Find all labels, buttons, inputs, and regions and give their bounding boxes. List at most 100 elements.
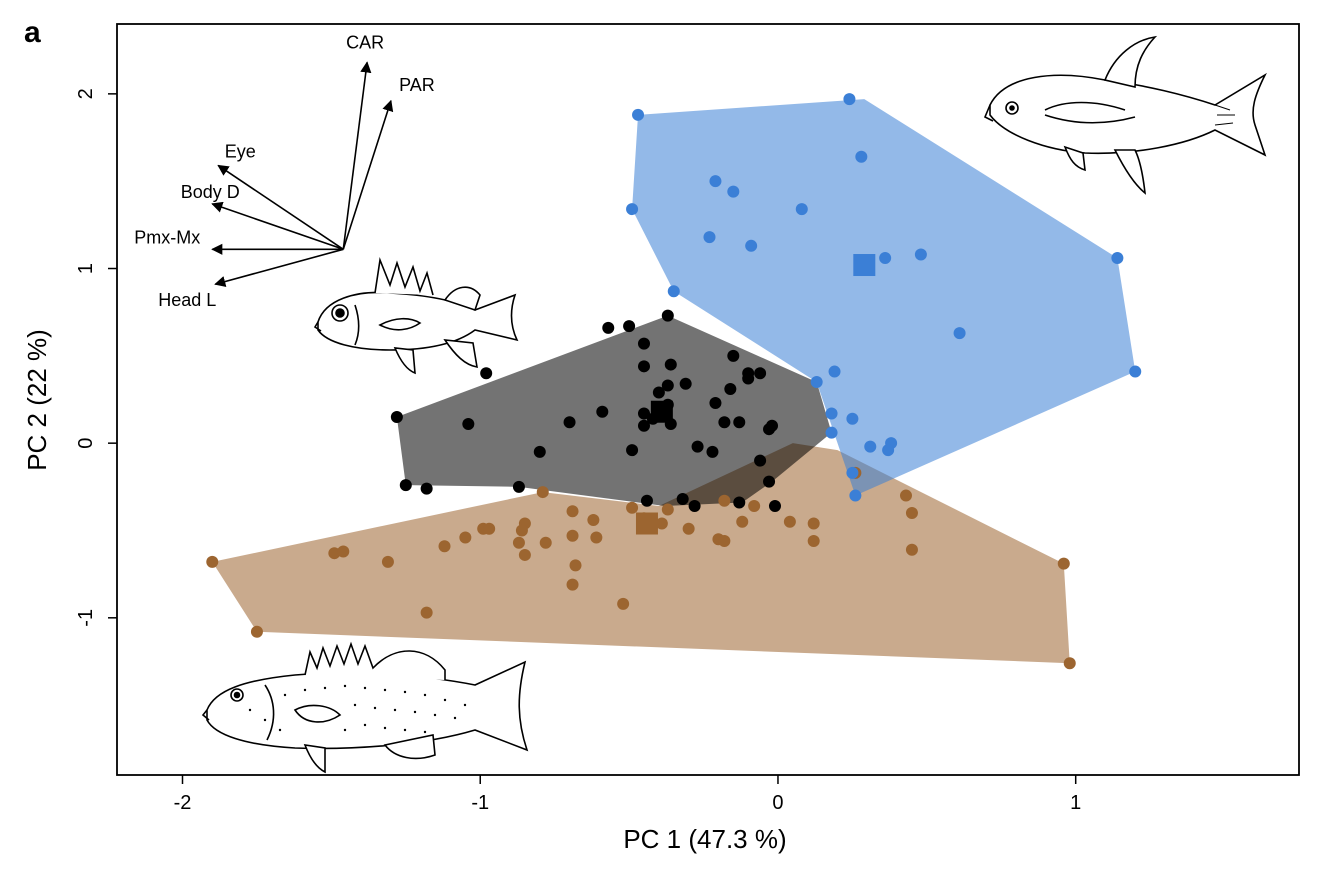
loading-label-0: CAR	[346, 32, 384, 52]
point-2-18	[566, 578, 579, 591]
point-1-40	[688, 500, 701, 513]
point-0-24	[825, 426, 838, 439]
point-2-39	[905, 507, 918, 520]
panel-label: a	[24, 16, 41, 49]
point-0-21	[882, 444, 895, 457]
point-2-26	[655, 517, 668, 530]
point-0-13	[667, 285, 680, 298]
point-2-34	[783, 515, 796, 528]
point-2-9	[512, 536, 525, 549]
point-1-39	[676, 493, 689, 506]
point-1-15	[390, 410, 403, 423]
point-2-17	[569, 559, 582, 572]
hull-0	[632, 99, 1136, 496]
point-0-9	[879, 252, 892, 265]
squirrelfish-illustration	[313, 256, 519, 375]
hull-1	[396, 315, 832, 507]
point-1-12	[754, 367, 767, 380]
point-0-4	[727, 185, 740, 198]
loading-arrow-2	[217, 164, 344, 250]
y-axis-ticks: -1 0 1 2	[75, 88, 117, 627]
point-0-8	[745, 239, 758, 252]
point-2-15	[566, 505, 579, 518]
point-1-0	[661, 309, 674, 322]
point-2-19	[587, 514, 600, 527]
point-1-5	[664, 358, 677, 371]
point-1-14	[462, 417, 475, 430]
point-2-23	[626, 501, 639, 514]
point-0-1	[843, 93, 856, 106]
point-1-38	[640, 494, 653, 507]
point-1-28	[766, 419, 779, 432]
point-1-8	[637, 360, 650, 373]
group-centroids	[635, 254, 876, 535]
x-axis-title: PC 1 (47.3 %)	[623, 824, 786, 854]
x-tick-label-3: 1	[1070, 792, 1081, 814]
point-2-6	[459, 531, 472, 544]
point-2-21	[617, 597, 630, 610]
point-2-0	[206, 555, 219, 568]
loading-label-1: PAR	[399, 75, 435, 95]
loading-arrow-5	[214, 248, 344, 287]
point-0-3	[709, 175, 722, 188]
point-2-14	[539, 536, 552, 549]
grouper-illustration	[201, 641, 529, 774]
point-2-1	[250, 625, 263, 638]
point-2-4	[381, 555, 394, 568]
point-1-4	[480, 367, 493, 380]
point-1-25	[718, 416, 731, 429]
data-points	[206, 93, 1142, 670]
point-1-6	[661, 379, 674, 392]
y-tick-label-1: 0	[75, 438, 97, 449]
y-tick-label-3: 2	[75, 88, 97, 99]
point-1-23	[709, 396, 722, 409]
x-axis-ticks: -2 -1 0 1	[174, 775, 1081, 814]
point-0-6	[626, 203, 639, 216]
point-1-22	[637, 419, 650, 432]
point-1-13	[742, 372, 755, 385]
centroid-2	[635, 512, 658, 535]
point-1-34	[763, 475, 776, 488]
point-2-40	[905, 543, 918, 556]
point-0-12	[1129, 365, 1142, 378]
convex-hulls	[212, 99, 1136, 664]
loading-label-5: Head L	[158, 290, 216, 310]
point-1-42	[768, 500, 781, 513]
point-2-41	[1057, 557, 1070, 570]
point-2-31	[718, 494, 731, 507]
loading-vectors: CAR PAR Eye Body D Pmx-Mx Head L	[134, 32, 434, 310]
loading-arrow-3	[211, 201, 344, 251]
point-1-31	[691, 440, 704, 453]
point-0-18	[810, 376, 823, 389]
point-1-3	[637, 337, 650, 350]
point-1-10	[727, 349, 740, 362]
point-1-37	[512, 480, 525, 493]
point-1-29	[533, 445, 546, 458]
point-1-33	[754, 454, 767, 467]
point-1-41	[733, 496, 746, 509]
point-1-9	[652, 386, 665, 399]
point-0-23	[846, 466, 859, 479]
point-0-17	[846, 412, 859, 425]
point-1-1	[602, 321, 615, 334]
point-0-19	[864, 440, 877, 453]
point-2-33	[748, 500, 761, 513]
loading-label-2: Eye	[225, 141, 256, 161]
point-0-11	[1111, 252, 1124, 265]
point-0-7	[703, 231, 716, 244]
point-2-20	[590, 531, 603, 544]
pompano-fish-illustration	[983, 35, 1267, 195]
point-2-36	[807, 534, 820, 547]
y-axis-title: PC 2 (22 %)	[22, 329, 52, 471]
point-0-0	[632, 108, 645, 121]
point-1-35	[399, 479, 412, 492]
point-2-35	[807, 517, 820, 530]
point-2-12	[518, 548, 531, 561]
point-2-8	[483, 522, 496, 535]
point-2-27	[661, 503, 674, 516]
loading-label-4: Pmx-Mx	[134, 227, 200, 247]
y-tick-label-2: 1	[75, 263, 97, 274]
point-2-2	[328, 547, 341, 560]
y-tick-label-0: -1	[75, 609, 97, 627]
loading-label-3: Body D	[181, 182, 240, 202]
